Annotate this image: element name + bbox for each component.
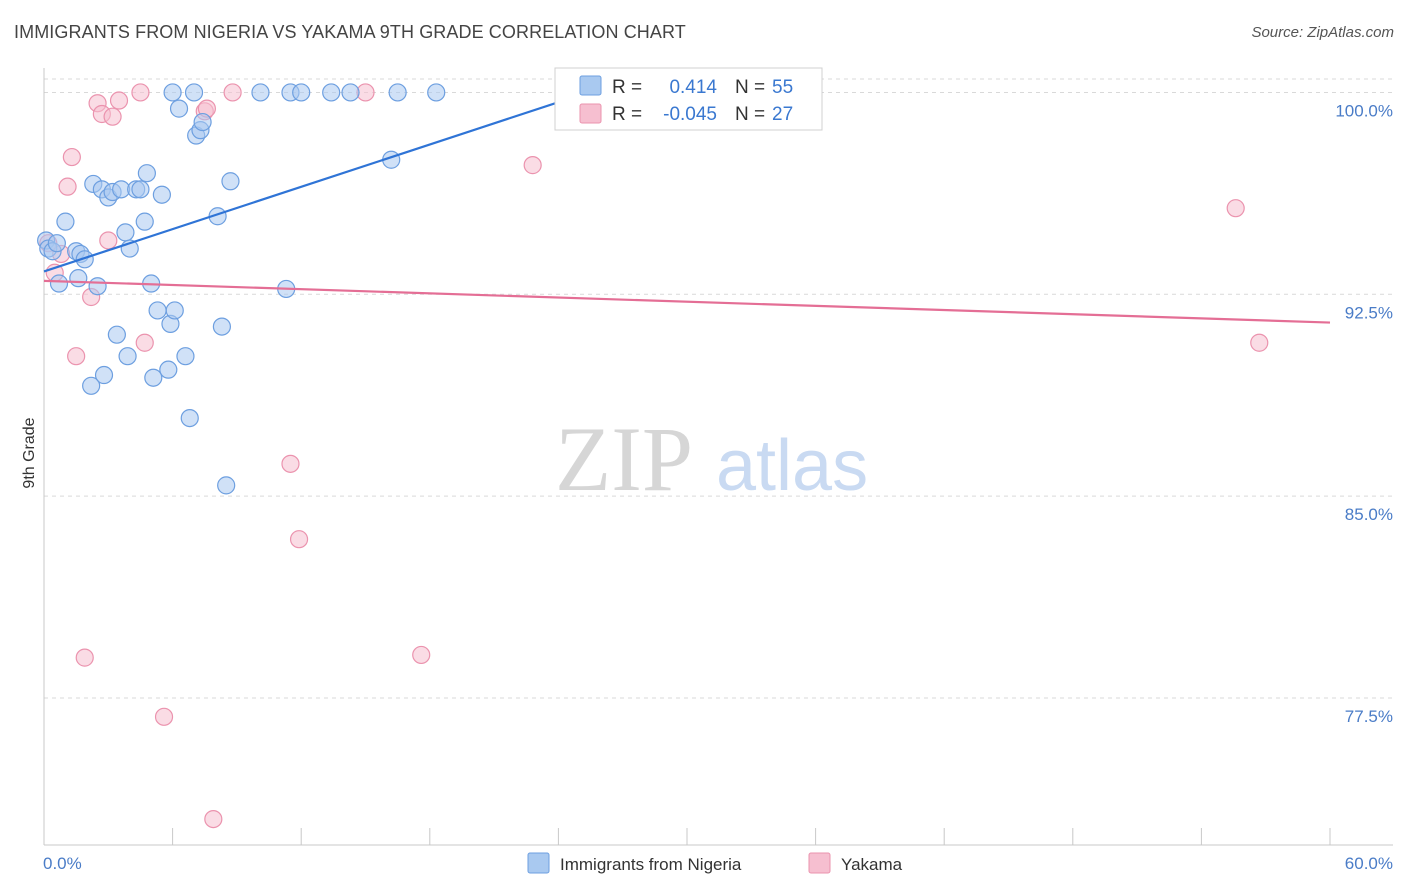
y-tick-label: 77.5%	[1345, 707, 1393, 726]
nigeria-point	[75, 250, 94, 269]
series-yakama-points	[39, 83, 1269, 829]
yakama-point	[67, 347, 86, 366]
yakama-point	[154, 707, 174, 726]
yakama-point	[1250, 333, 1269, 352]
x-axis-max-label: 60.0%	[1345, 854, 1393, 873]
nigeria-point	[180, 408, 199, 428]
yakama-point	[109, 91, 129, 110]
yakama-point	[412, 645, 431, 665]
stats-pink-n-label: N =	[735, 104, 765, 125]
yakama-point	[281, 454, 300, 473]
source-credit: Source: ZipAtlas.com	[1251, 24, 1394, 41]
nigeria-point	[148, 301, 167, 320]
nigeria-point	[292, 83, 311, 102]
axes	[43, 68, 1393, 846]
legend-yakama-swatch	[808, 852, 831, 874]
legend-yakama-label: Yakama	[841, 855, 903, 874]
nigeria-point	[184, 83, 204, 102]
nigeria-point	[176, 347, 195, 366]
legend: Immigrants from Nigeria Yakama	[527, 852, 903, 874]
yakama-point	[1226, 199, 1245, 218]
stats-pink-r-value: -0.045	[663, 104, 717, 125]
nigeria-point	[212, 317, 231, 336]
trend-lines	[43, 94, 1331, 324]
stats-blue-r-label: R =	[612, 77, 642, 98]
y-tick-labels: 100.0% 92.5% 85.0% 77.5%	[1335, 101, 1393, 726]
nigeria-point	[137, 164, 156, 183]
nigeria-point	[169, 99, 189, 118]
nigeria-point	[165, 301, 184, 320]
yakama-point	[135, 333, 154, 352]
nigeria-point	[159, 360, 178, 379]
nigeria-point	[88, 277, 107, 296]
stats-blue-n-label: N =	[735, 77, 765, 98]
y-tick-label: 85.0%	[1345, 505, 1393, 524]
yakama-point	[131, 83, 150, 102]
y-tick-label: 100.0%	[1335, 101, 1393, 120]
nigeria-point	[144, 368, 163, 387]
nigeria-point	[131, 180, 150, 199]
yakama-point	[58, 177, 77, 196]
y-tick-label: 92.5%	[1345, 303, 1393, 322]
nigeria-point	[341, 83, 360, 102]
gridlines	[44, 78, 1393, 699]
nigeria-point	[322, 83, 341, 102]
stats-blue-swatch	[579, 75, 602, 96]
watermark-zip: ZIP	[555, 408, 693, 510]
nigeria-point	[56, 212, 75, 231]
yakama-point	[289, 530, 309, 549]
nigeria-point	[427, 83, 446, 102]
watermark-atlas: atlas	[716, 426, 868, 506]
nigeria-point	[193, 112, 212, 132]
nigeria-point	[251, 83, 270, 102]
nigeria-point	[217, 476, 236, 495]
yakama-point	[204, 809, 223, 829]
y-axis-label: 9th Grade	[21, 417, 38, 488]
yakama-point	[99, 231, 118, 250]
nigeria-point	[118, 347, 137, 366]
stats-box: R = 0.414 N = 55 R = -0.045 N = 27	[554, 67, 823, 131]
stats-blue-r-value: 0.414	[669, 77, 717, 98]
nigeria-point	[388, 83, 407, 102]
nigeria-point	[135, 212, 154, 231]
stats-blue-n-value: 55	[772, 77, 793, 98]
nigeria-point	[82, 376, 101, 395]
legend-nigeria-label: Immigrants from Nigeria	[560, 855, 742, 874]
nigeria-point	[152, 185, 171, 204]
yakama-point	[523, 156, 542, 175]
nigeria-point	[47, 234, 66, 253]
chart-title: IMMIGRANTS FROM NIGERIA VS YAKAMA 9TH GR…	[14, 22, 686, 42]
yakama-point	[75, 648, 94, 667]
legend-nigeria-swatch	[527, 852, 550, 874]
x-axis-min-label: 0.0%	[43, 854, 82, 873]
stats-pink-swatch	[579, 103, 602, 124]
nigeria-point	[221, 172, 240, 191]
nigeria-point	[163, 83, 182, 102]
nigeria-point	[116, 223, 135, 242]
yakama-trend-line	[43, 279, 1331, 324]
nigeria-trend-line	[43, 94, 581, 273]
stats-pink-r-label: R =	[612, 104, 642, 125]
yakama-point	[103, 107, 122, 126]
nigeria-point	[107, 325, 126, 344]
stats-pink-n-value: 27	[772, 104, 793, 125]
nigeria-point	[94, 365, 114, 385]
yakama-point	[223, 83, 242, 102]
nigeria-point	[69, 269, 88, 288]
nigeria-point	[49, 274, 69, 293]
yakama-point	[62, 147, 81, 167]
